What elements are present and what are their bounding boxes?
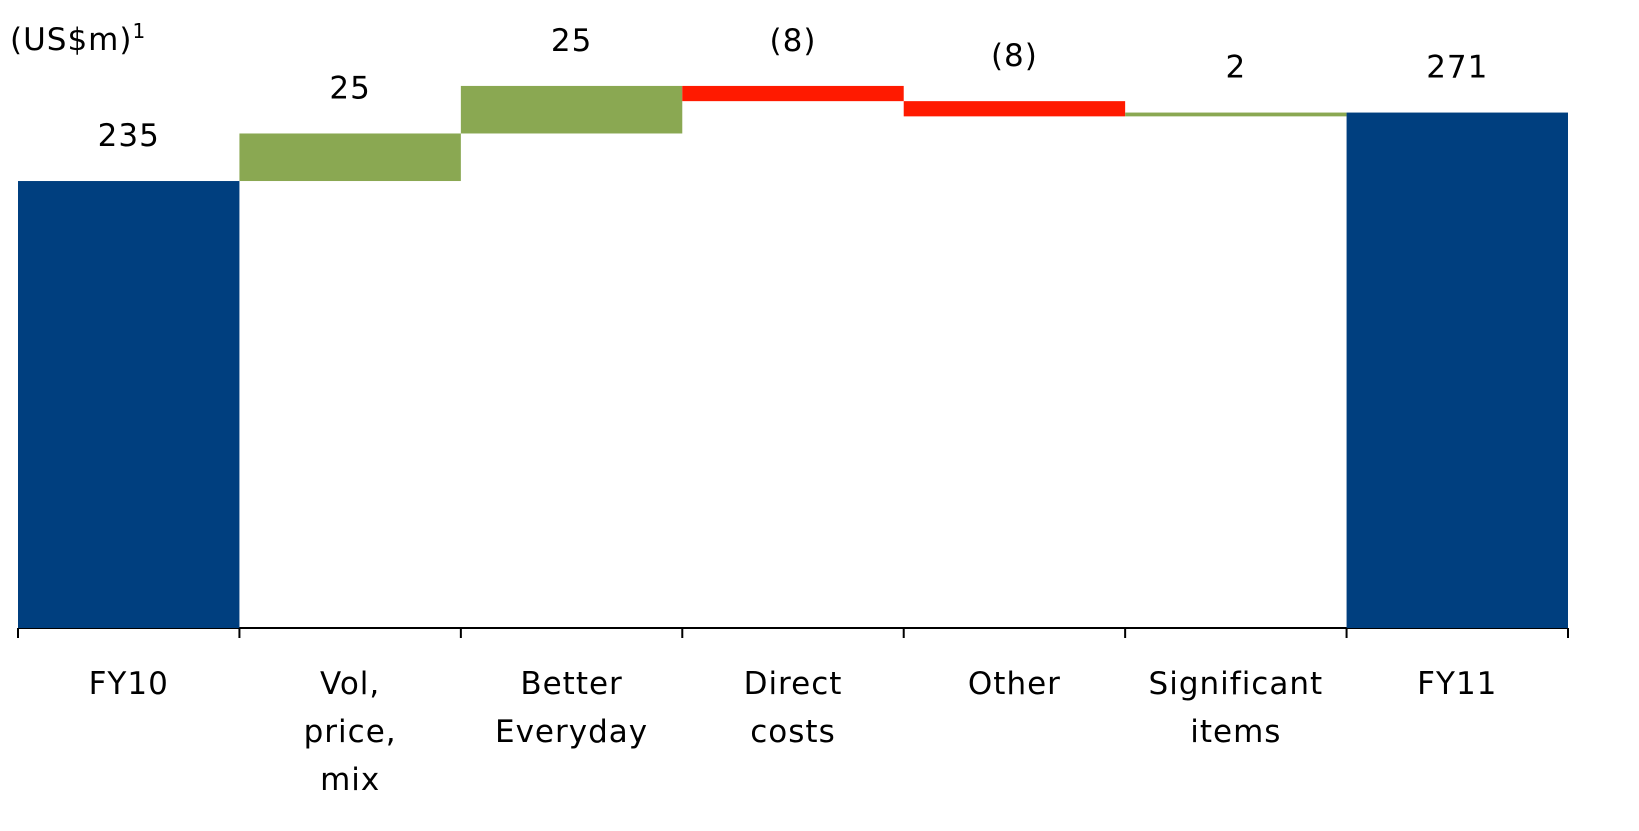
x-tick-label: Direct costs: [744, 666, 843, 750]
label-line: Vol,: [320, 666, 380, 702]
label-line: Other: [968, 666, 1061, 702]
x-tick-label: Other: [968, 666, 1061, 702]
total-bar: [1346, 112, 1568, 629]
x-tick-label: FY10: [89, 666, 169, 702]
label-line: Direct: [744, 666, 843, 702]
change-bar: [239, 133, 461, 182]
change-bar: [903, 101, 1126, 117]
x-tick-label: Better Everyday: [495, 666, 648, 750]
x-tick-label: FY11: [1417, 666, 1497, 702]
value-label: (8): [770, 23, 817, 59]
x-tick-label: Vol, price, mix: [304, 666, 397, 798]
label-line: FY11: [1417, 666, 1497, 702]
label-line: price,: [304, 714, 397, 750]
title-superscript: 1: [132, 19, 146, 43]
value-label: 235: [98, 118, 160, 154]
value-label: 25: [329, 70, 370, 106]
x-tick-label: Significant items: [1149, 666, 1324, 750]
value-label: 2: [1225, 50, 1246, 86]
chart-title: (US$m)1: [10, 19, 146, 58]
label-line: mix: [320, 762, 380, 798]
change-bar: [460, 85, 683, 134]
label-line: costs: [750, 714, 835, 750]
change-bar: [682, 85, 904, 102]
title-text: (US$m): [10, 22, 132, 58]
label-line: Significant: [1149, 666, 1324, 702]
label-line: Better: [520, 666, 622, 702]
total-bar: [18, 181, 240, 628]
label-line: FY10: [89, 666, 169, 702]
label-line: items: [1190, 714, 1281, 750]
change-bar: [1125, 112, 1347, 117]
value-label: 271: [1426, 50, 1488, 86]
value-label: 25: [551, 23, 592, 59]
label-line: Everyday: [495, 714, 648, 750]
value-label: (8): [991, 38, 1038, 74]
